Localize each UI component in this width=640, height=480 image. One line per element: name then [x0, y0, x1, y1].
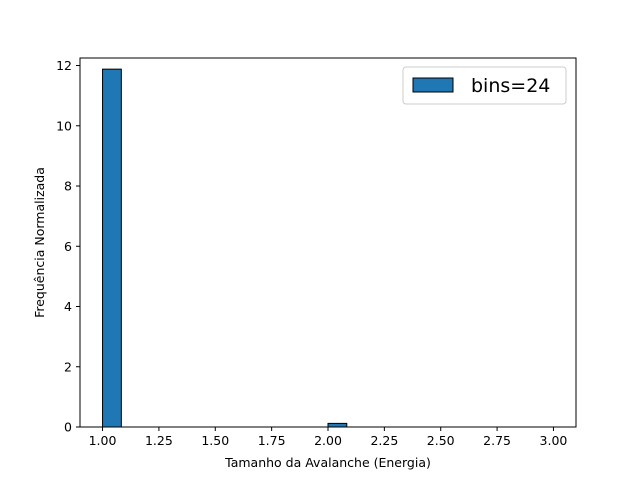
x-tick-label: 1.75: [258, 433, 286, 448]
histogram-bar: [327, 422, 348, 428]
y-axis-ticks: 0 2 4 6 8 10 12: [56, 58, 80, 435]
x-tick-label: 2.75: [483, 433, 511, 448]
legend-frame: [402, 66, 567, 105]
x-tick-label: 3.00: [540, 433, 568, 448]
x-tick-label: 1.25: [145, 433, 173, 448]
x-tick-label: 2.25: [370, 433, 398, 448]
legend-swatch: [412, 77, 454, 93]
x-tick-label: 2.50: [427, 433, 455, 448]
x-axis-ticks: 1.00 1.25 1.50 1.75 2.00 2.25 2.50 2.75 3.00: [89, 427, 568, 448]
plot-frame: [79, 57, 577, 428]
x-tick-label: 1.00: [89, 433, 117, 448]
y-tick-label: 6: [64, 239, 72, 254]
y-tick-label: 12: [56, 58, 72, 73]
x-tick-label: 2.00: [314, 433, 342, 448]
y-tick-label: 8: [64, 179, 72, 194]
y-tick-label: 0: [64, 420, 72, 435]
x-tick-label: 1.50: [201, 433, 229, 448]
legend: bins=24: [402, 66, 567, 105]
x-axis-label: Tamanho da Avalanche (Energia): [224, 455, 431, 470]
y-axis-label: Frequência Normalizada: [32, 167, 47, 318]
y-tick-label: 10: [56, 118, 72, 133]
legend-label: bins=24: [471, 75, 550, 97]
y-tick-label: 2: [64, 359, 72, 374]
histogram-bars: [102, 68, 348, 428]
histogram-bar: [102, 68, 122, 428]
y-tick-label: 4: [64, 299, 72, 314]
